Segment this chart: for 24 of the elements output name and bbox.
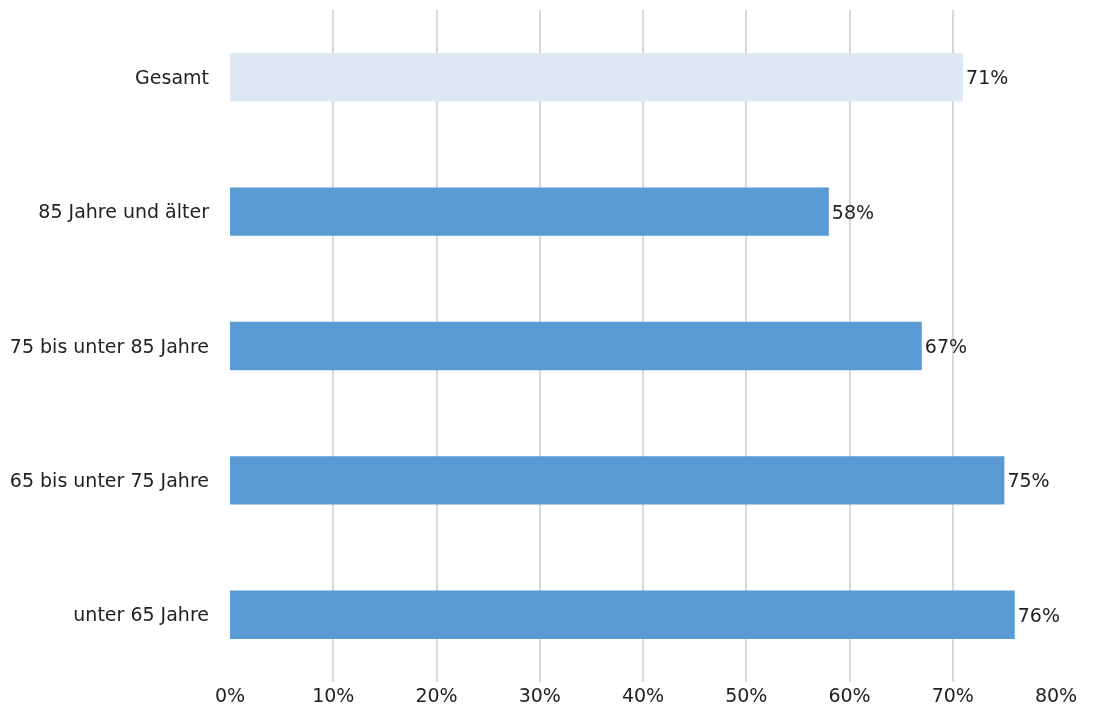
bar	[230, 187, 829, 236]
data-label: 71%	[966, 66, 1009, 89]
bar	[230, 590, 1015, 639]
x-tick-label: 0%	[214, 684, 246, 706]
y-tick-label: 85 Jahre und älter	[38, 200, 210, 223]
data-label: 76%	[1017, 603, 1060, 626]
x-tick-label: 60%	[828, 684, 871, 706]
y-tick-label: unter 65 Jahre	[73, 603, 209, 626]
y-tick-label: 75 bis unter 85 Jahre	[9, 334, 209, 357]
data-label: 67%	[924, 335, 968, 357]
bar	[230, 53, 964, 102]
y-tick-label: 65 bis unter 75 Jahre	[9, 469, 209, 492]
x-tick-label: 20%	[415, 684, 458, 706]
x-tick-label: 80%	[1034, 684, 1078, 706]
x-tick-label: 10%	[312, 684, 355, 706]
x-tick-label: 50%	[725, 684, 768, 706]
x-tick-label: 70%	[931, 684, 974, 706]
bar	[230, 456, 1005, 505]
bar	[230, 321, 922, 371]
data-label: 58%	[831, 200, 875, 223]
x-tick-label: 30%	[518, 684, 561, 706]
data-label: 75%	[1007, 469, 1050, 492]
x-tick-label: 40%	[621, 684, 665, 706]
y-tick-label: Gesamt	[135, 65, 209, 88]
